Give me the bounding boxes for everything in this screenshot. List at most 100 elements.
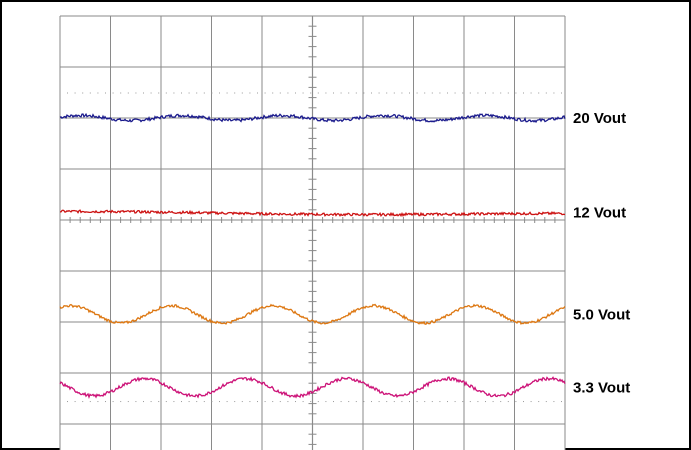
graticule bbox=[59, 15, 566, 450]
grid-dot bbox=[340, 401, 342, 403]
channel-label: 12 Vout bbox=[573, 204, 626, 221]
grid-dot bbox=[462, 401, 464, 403]
trace-3-3-vout bbox=[59, 376, 566, 400]
grid-dot bbox=[538, 401, 540, 403]
grid-dot bbox=[545, 92, 547, 94]
grid-dot bbox=[363, 401, 365, 403]
grid-dot bbox=[105, 401, 106, 403]
grid-dot bbox=[561, 401, 562, 403]
grid-dot bbox=[393, 92, 395, 94]
grid-dot bbox=[287, 92, 289, 94]
grid-dot bbox=[272, 92, 274, 94]
grid-dot bbox=[477, 92, 479, 94]
grid-dot bbox=[492, 92, 494, 94]
grid-dot bbox=[181, 401, 182, 403]
grid-dot bbox=[112, 92, 114, 94]
grid-dot bbox=[310, 401, 312, 403]
grid-dot bbox=[279, 92, 281, 94]
grid-dot bbox=[188, 401, 190, 403]
grid-dot bbox=[378, 92, 380, 94]
grid-dot bbox=[409, 401, 410, 403]
grid-dot bbox=[150, 401, 152, 403]
grid-dot bbox=[416, 401, 418, 403]
grid-dot bbox=[173, 401, 175, 403]
grid-dot bbox=[196, 401, 198, 403]
grid-dot bbox=[333, 92, 334, 94]
grid-dot bbox=[317, 92, 319, 94]
grid-dot bbox=[135, 401, 137, 403]
grid-dot bbox=[530, 92, 532, 94]
grid-dot bbox=[89, 92, 91, 94]
trace-5-0-vout bbox=[59, 303, 566, 325]
grid-dot bbox=[317, 401, 319, 403]
grid-dot bbox=[348, 401, 350, 403]
grid-dot bbox=[302, 401, 304, 403]
grid-dot bbox=[203, 401, 205, 403]
grid-dot bbox=[553, 401, 555, 403]
grid-dot bbox=[249, 92, 251, 94]
grid-dot bbox=[439, 401, 441, 403]
grid-dot bbox=[401, 92, 403, 94]
grid-dot bbox=[507, 92, 509, 94]
channel-label: 20 Vout bbox=[573, 110, 626, 127]
grid-dot bbox=[447, 401, 448, 403]
grid-dot bbox=[272, 401, 274, 403]
grid-dot bbox=[74, 92, 76, 94]
trace-20-vout bbox=[59, 112, 566, 124]
grid-dot bbox=[105, 92, 106, 94]
grid-dot bbox=[158, 92, 160, 94]
grid-dot bbox=[211, 92, 213, 94]
grid-dot bbox=[295, 92, 296, 94]
grid-dot bbox=[386, 92, 388, 94]
grid-dot bbox=[538, 92, 540, 94]
grid-dot bbox=[234, 92, 236, 94]
grid-dot bbox=[67, 92, 68, 94]
grid-dot bbox=[82, 401, 84, 403]
grid-dot bbox=[120, 401, 122, 403]
grid-dot bbox=[264, 401, 266, 403]
grid-dot bbox=[74, 401, 76, 403]
grid-dot bbox=[82, 92, 84, 94]
grid-dot bbox=[173, 92, 175, 94]
grid-dot bbox=[439, 92, 441, 94]
grid-dot bbox=[409, 92, 410, 94]
grid-dot bbox=[477, 401, 479, 403]
grid-dot bbox=[355, 401, 357, 403]
grid-dot bbox=[507, 401, 509, 403]
trace-group bbox=[59, 112, 566, 400]
grid-dot bbox=[143, 92, 144, 94]
grid-dot bbox=[401, 401, 403, 403]
grid-dot bbox=[219, 401, 220, 403]
grid-dot bbox=[219, 92, 220, 94]
grid-dot bbox=[295, 401, 296, 403]
grid-dot bbox=[492, 401, 494, 403]
grid-dot bbox=[386, 401, 388, 403]
grid-dot bbox=[561, 92, 562, 94]
grid-dot bbox=[378, 401, 380, 403]
grid-dot bbox=[523, 401, 524, 403]
grid-dot bbox=[302, 92, 304, 94]
grid-dot bbox=[500, 92, 502, 94]
grid-dot bbox=[523, 92, 524, 94]
grid-dot bbox=[485, 401, 486, 403]
grid-dot bbox=[234, 401, 236, 403]
grid-dot bbox=[462, 92, 464, 94]
grid-dot bbox=[454, 92, 456, 94]
grid-dot bbox=[431, 92, 433, 94]
grid-dot bbox=[241, 401, 243, 403]
grid-dot bbox=[454, 401, 456, 403]
grid-dot bbox=[158, 401, 160, 403]
grid-dot bbox=[264, 92, 266, 94]
grid-dot bbox=[188, 92, 190, 94]
grid-dot bbox=[226, 401, 228, 403]
grid-dot bbox=[127, 92, 129, 94]
grid-dot bbox=[89, 401, 91, 403]
grid-dot bbox=[165, 92, 167, 94]
channel-labels: 20 Vout 12 Vout 5.0 Vout 3.3 Vout bbox=[573, 110, 630, 396]
grid-dot bbox=[393, 401, 395, 403]
grid-dot bbox=[325, 92, 327, 94]
grid-dot bbox=[515, 401, 517, 403]
grid-dot bbox=[287, 401, 289, 403]
grid-dot bbox=[241, 92, 243, 94]
